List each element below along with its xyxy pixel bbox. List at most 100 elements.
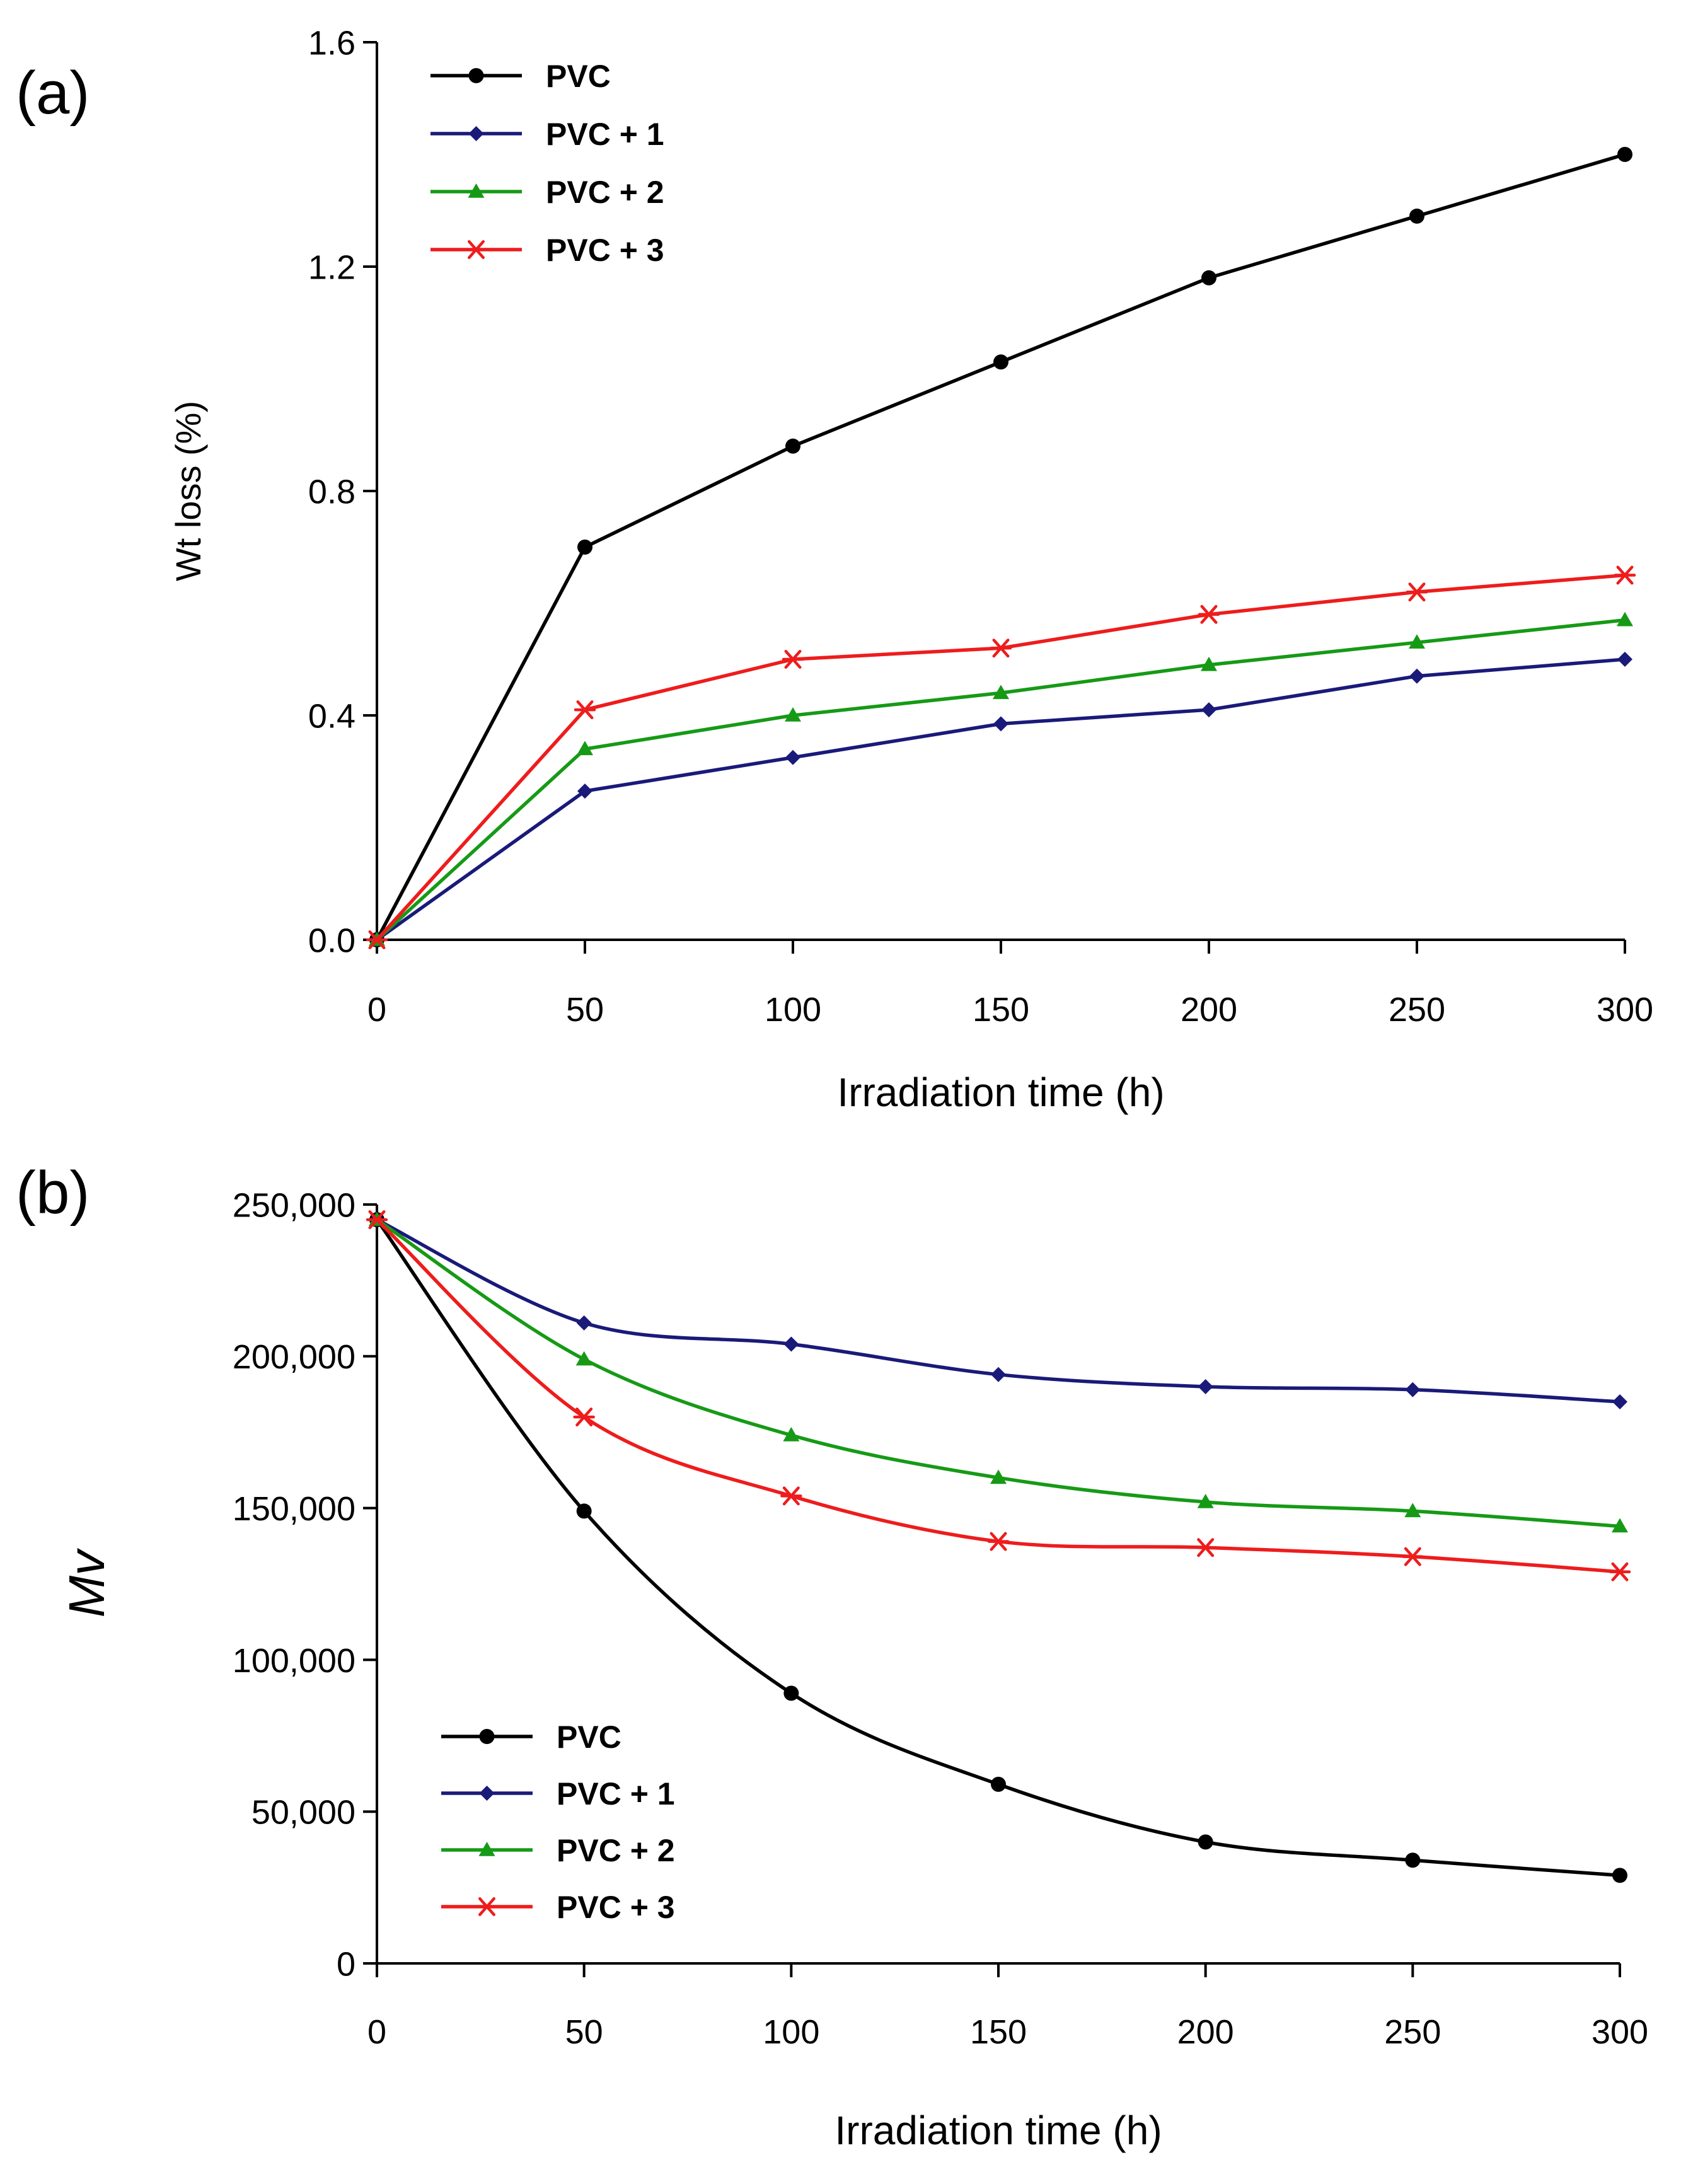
legend-swatch-marker — [479, 1729, 495, 1744]
legend-label: PVC + 2 — [546, 175, 664, 210]
data-point — [1614, 565, 1636, 585]
data-point — [1612, 1394, 1627, 1410]
data-point — [1409, 668, 1424, 684]
legend-swatch-marker — [465, 240, 487, 259]
y-tick-label: 1.2 — [308, 248, 355, 286]
series-line — [376, 618, 1626, 942]
series-pvc-3 — [366, 1210, 1631, 1581]
legend-label: PVC + 1 — [557, 1776, 675, 1811]
data-point — [1612, 1868, 1627, 1883]
legend-label: PVC + 1 — [546, 117, 664, 152]
legend-swatch-marker — [468, 183, 485, 198]
legend: PVC PVC + 1 PVC + 2 PVC + 3 — [430, 59, 664, 268]
data-point — [782, 650, 804, 669]
data-point — [1617, 147, 1632, 162]
data-point — [575, 1351, 592, 1366]
legend-swatch-marker — [476, 1897, 498, 1916]
data-point — [366, 930, 388, 949]
data-point — [783, 1427, 800, 1442]
x-tick-label: 250 — [1384, 2013, 1441, 2051]
data-point — [1194, 1538, 1216, 1557]
data-point — [577, 540, 592, 555]
data-point — [573, 1407, 595, 1427]
data-point — [1201, 702, 1216, 718]
data-point — [1402, 1547, 1424, 1566]
data-point — [576, 1315, 592, 1331]
y-tick-label: 200,000 — [233, 1338, 355, 1376]
y-tick-label: 150,000 — [233, 1490, 355, 1528]
data-point — [1198, 604, 1220, 624]
data-point — [991, 1776, 1006, 1792]
data-point — [574, 700, 596, 720]
data-point — [785, 749, 800, 765]
legend-label: PVC + 2 — [557, 1833, 675, 1868]
data-point — [1612, 1518, 1628, 1533]
data-point — [1405, 1852, 1421, 1868]
legend-label: PVC — [546, 59, 611, 94]
data-point — [783, 1336, 799, 1352]
data-point — [1404, 1503, 1421, 1518]
y-tick-label: 1.6 — [308, 24, 355, 62]
data-point — [993, 354, 1008, 370]
data-point — [1197, 1493, 1214, 1508]
series-line — [375, 573, 1626, 941]
y-tick-label: 250,000 — [233, 1186, 355, 1224]
data-point — [993, 685, 1009, 700]
data-point — [1198, 1834, 1213, 1850]
data-point — [780, 1486, 802, 1506]
y-tick-label: 100,000 — [233, 1642, 355, 1680]
x-tick-label: 200 — [1181, 991, 1237, 1029]
x-axis-title: Irradiation time (h) — [835, 2108, 1162, 2153]
data-point — [576, 1503, 592, 1519]
series-line — [376, 1218, 1620, 1574]
series-pvc-2 — [369, 1211, 1628, 1533]
y-tick-label: 0 — [337, 1945, 355, 1983]
data-point — [990, 638, 1012, 658]
chart-panel-a: (a) 0.0 0.4 0.8 1.2 1.6 0 50 100 150 200 250 300 Irra… — [16, 24, 1653, 1115]
series-pvc-2 — [369, 611, 1633, 946]
y-axis-title: Mv — [59, 1548, 115, 1618]
series-pvc-3 — [366, 565, 1636, 949]
data-point — [1609, 1562, 1631, 1581]
data-point — [991, 1366, 1006, 1382]
series-line — [375, 153, 1626, 941]
x-tick-label: 300 — [1597, 991, 1653, 1029]
panel-label: (a) — [16, 59, 90, 127]
data-point — [1198, 1378, 1213, 1394]
data-point — [990, 1469, 1007, 1484]
y-axis-title: Wt loss (%) — [168, 401, 208, 581]
data-point — [577, 741, 593, 756]
legend: PVC PVC + 1 PVC + 2 PVC + 3 — [441, 1719, 675, 1925]
data-point — [1617, 652, 1632, 667]
y-tick-label: 0.0 — [308, 922, 355, 959]
data-point — [1201, 270, 1216, 286]
x-tick-label: 0 — [367, 991, 386, 1029]
series-line — [376, 657, 1626, 942]
y-tick-label: 50,000 — [251, 1794, 355, 1832]
data-point — [785, 438, 800, 454]
legend-swatch-marker — [468, 68, 484, 83]
data-point — [993, 716, 1008, 732]
data-point — [1406, 582, 1428, 602]
x-tick-label: 100 — [763, 2013, 819, 2051]
legend-label: PVC + 3 — [546, 233, 664, 268]
data-point — [987, 1532, 1010, 1551]
legend-swatch-marker — [468, 126, 484, 141]
x-tick-label: 0 — [367, 2013, 386, 2051]
legend-label: PVC — [557, 1719, 621, 1755]
x-axis-title: Irradiation time (h) — [837, 1070, 1164, 1115]
x-tick-label: 200 — [1177, 2013, 1234, 2051]
panel-label: (b) — [16, 1159, 90, 1227]
chart-panel-b: (b) 0 50,000 100,000 150,000 200,000 250,000 0 5… — [16, 1159, 1648, 2153]
data-point — [1405, 1382, 1421, 1397]
x-tick-label: 100 — [765, 991, 821, 1029]
legend-swatch-marker — [478, 1842, 495, 1856]
data-point — [366, 1210, 388, 1230]
x-tick-label: 50 — [565, 2013, 603, 2051]
x-tick-label: 150 — [973, 991, 1029, 1029]
x-tick-label: 50 — [566, 991, 604, 1029]
data-point — [783, 1685, 799, 1701]
data-point — [1201, 656, 1217, 671]
legend-swatch-marker — [479, 1786, 495, 1801]
